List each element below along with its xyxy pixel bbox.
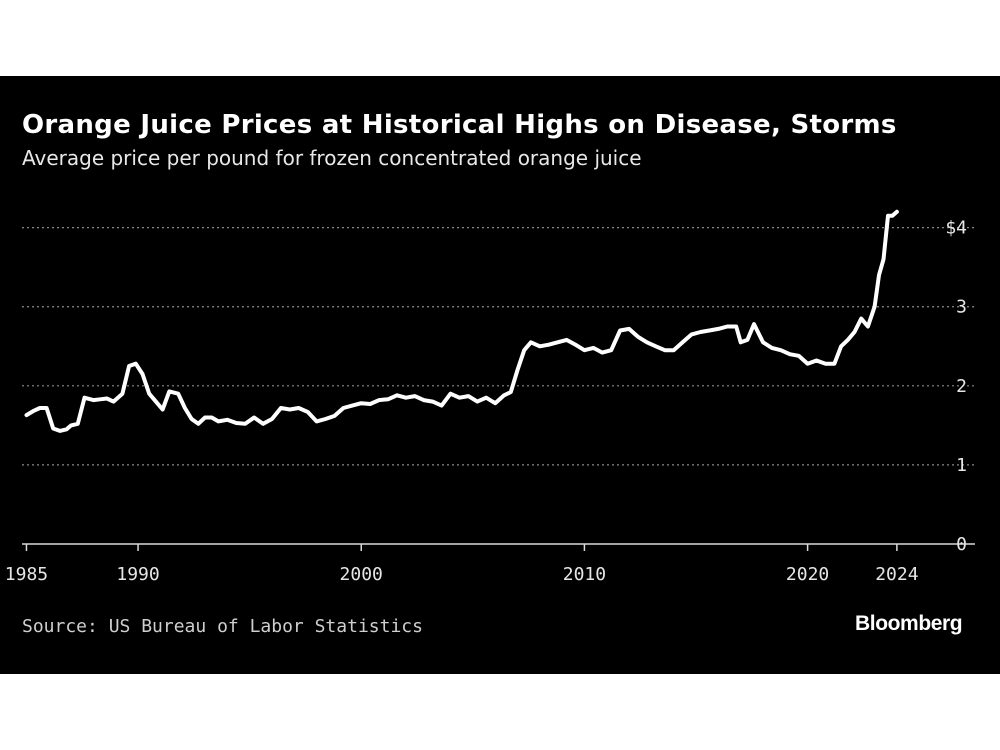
x-tick-label-2024: 2024: [875, 564, 918, 585]
y-tick-label-0: 0: [956, 534, 967, 555]
price-line-series-0: [24, 209, 899, 433]
x-tick-label-1990: 1990: [116, 564, 159, 585]
y-tick-label-2: 2: [956, 376, 967, 397]
series-layer: [24, 209, 899, 433]
y-tick-label-1: 1: [956, 455, 967, 476]
source-note: Source: US Bureau of Labor Statistics: [22, 616, 423, 637]
x-tick-label-2010: 2010: [563, 564, 606, 585]
bloomberg-logo: Bloomberg: [855, 612, 963, 635]
tick-label-layer: 0 1 2 3 $4 1985 1990 2000 2010 2020 2024: [5, 218, 967, 585]
chart-panel: Orange Juice Prices at Historical Highs …: [0, 76, 1000, 674]
chart-title: Orange Juice Prices at Historical Highs …: [22, 110, 897, 140]
chart-subtitle: Average price per pound for frozen conce…: [22, 146, 642, 170]
grid-layer: [22, 227, 975, 466]
x-tick-label-2020: 2020: [786, 564, 829, 585]
x-tick-label-1985: 1985: [5, 564, 48, 585]
x-tick-label-2000: 2000: [340, 564, 383, 585]
line-chart: 0 1 2 3 $4 1985 1990 2000 2010 2020 2024: [5, 209, 975, 585]
y-tick-label-4: $4: [945, 218, 967, 239]
y-tick-label-3: 3: [956, 297, 967, 318]
axis-layer: [22, 543, 975, 551]
